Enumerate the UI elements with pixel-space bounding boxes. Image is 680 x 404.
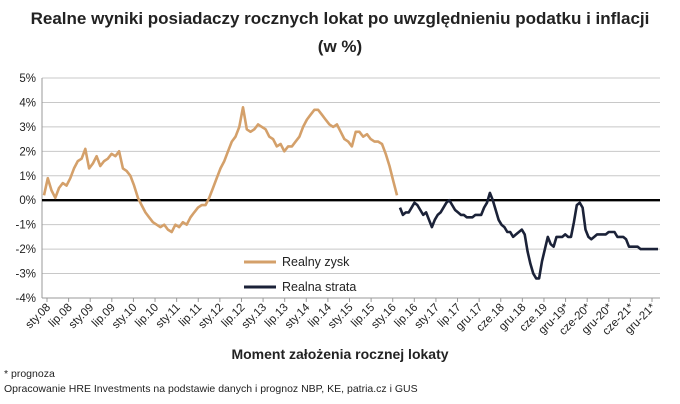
y-tick-label: -4% xyxy=(16,293,36,305)
gridlines xyxy=(41,77,660,299)
x-tick-label: sty.16 xyxy=(369,302,399,332)
y-tick-label: 0% xyxy=(19,195,36,207)
y-axis-ticks: 5% 4% 3% 2% 1% 0% -1% -2% -3% -4% xyxy=(16,73,36,305)
x-tick-label: sty.14 xyxy=(283,301,313,331)
y-tick-label: 4% xyxy=(19,97,36,109)
y-tick-label: -1% xyxy=(16,220,36,232)
chart-title-unit: (w %) xyxy=(317,37,363,56)
y-tick-label: 3% xyxy=(19,122,36,134)
y-tick-label: -2% xyxy=(16,244,36,256)
x-tick-label: sty.17 xyxy=(412,302,442,332)
x-axis-ticks: sty.08lip.08sty.09lip.09sty.10lip.10sty.… xyxy=(24,298,658,338)
series-lines xyxy=(42,106,660,280)
chart-title: Realne wyniki posiadaczy rocznych lokat … xyxy=(30,9,650,28)
x-tick-label: sty.12 xyxy=(196,302,226,332)
y-tick-label: -3% xyxy=(16,269,36,281)
legend: Realny zysk Realna strata xyxy=(244,255,356,294)
legend-label: Realny zysk xyxy=(282,255,350,269)
x-axis-label: Moment założenia rocznej lokaty xyxy=(231,346,449,362)
source-note: Opracowanie HRE Investments na podstawie… xyxy=(4,383,418,395)
y-tick-label: 5% xyxy=(19,73,36,85)
series-line-realny-zysk xyxy=(42,106,399,234)
footnote: * prognoza xyxy=(4,368,55,380)
x-tick-label: sty.10 xyxy=(110,302,140,332)
x-tick-label: sty.08 xyxy=(24,302,54,332)
x-tick-label: sty.11 xyxy=(154,302,183,331)
x-tick-label: sty.15 xyxy=(326,302,356,332)
y-tick-label: 2% xyxy=(19,146,36,158)
series-line-realna-strata xyxy=(398,191,658,280)
x-tick-label: sty.13 xyxy=(240,302,270,332)
legend-label: Realna strata xyxy=(282,280,356,294)
x-tick-label: sty.09 xyxy=(67,302,97,332)
y-tick-label: 1% xyxy=(19,171,36,183)
